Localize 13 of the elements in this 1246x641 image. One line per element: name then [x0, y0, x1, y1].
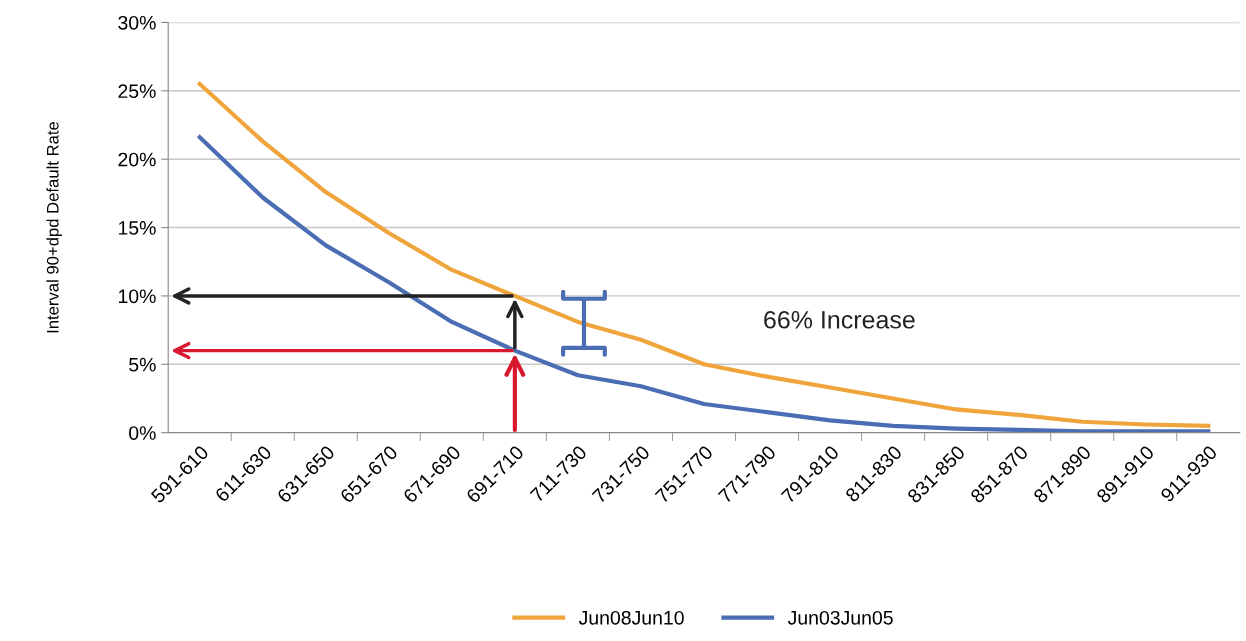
- line-series: [197, 135, 1211, 433]
- y-tick-label: 30%: [118, 15, 156, 30]
- annotation: 66% Increase: [764, 310, 915, 329]
- legend-label: Jun08Jun10: [578, 610, 684, 625]
- y-tick-label: 10%: [118, 289, 156, 304]
- line-series: [197, 81, 1211, 428]
- y-tick-label: 0%: [129, 426, 156, 440]
- y-tick-label: 20%: [118, 152, 156, 167]
- legend-label: Jun03Jun05: [787, 610, 893, 625]
- y-tick-label: 15%: [118, 221, 156, 235]
- y-tick-label: 25%: [118, 84, 156, 99]
- y-tick-label: 5%: [129, 357, 156, 372]
- y-axis-title: Interval 90+dpd Default Rate: [46, 121, 62, 333]
